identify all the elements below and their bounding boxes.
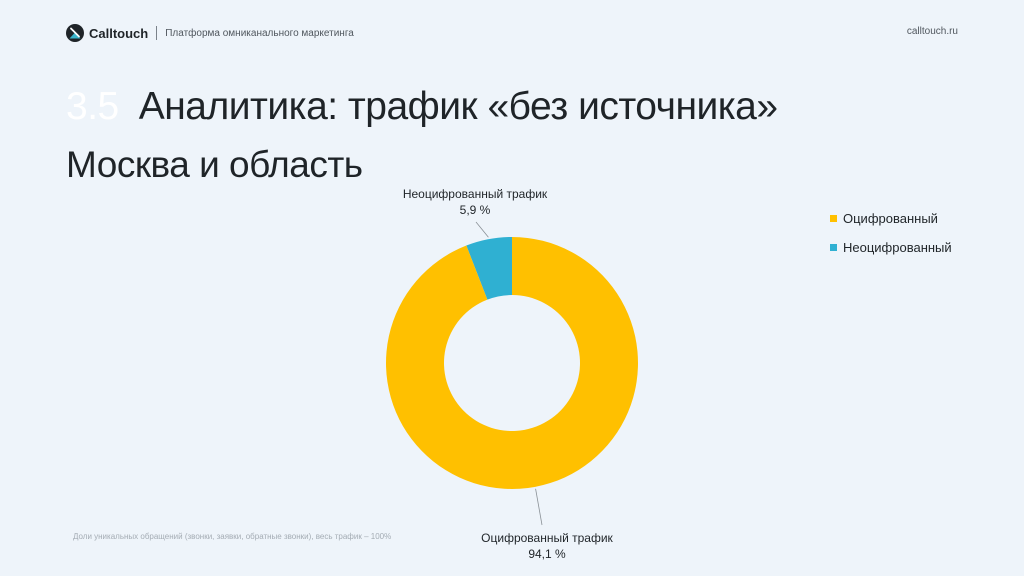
chart-legend: Оцифрованный Неоцифрованный — [830, 211, 952, 269]
header-divider — [156, 26, 158, 40]
leader-line-undigitized — [475, 221, 489, 238]
slide-subtitle: Москва и область — [66, 144, 363, 185]
slice-value-digitized: 94,1 % — [528, 547, 566, 561]
legend-item-undigitized: Неоцифрованный — [830, 239, 952, 255]
legend-label-digitized: Оцифрованный — [843, 210, 938, 226]
donut-slice-digitized — [386, 237, 639, 490]
calltouch-logo-icon — [66, 24, 84, 42]
header: Calltouch Платформа омниканального марке… — [66, 22, 354, 44]
brand-name: Calltouch — [89, 25, 149, 41]
section-number: 3.5 — [66, 85, 119, 128]
leader-line-digitized — [535, 488, 543, 526]
legend-label-undigitized: Неоцифрованный — [843, 239, 952, 255]
slice-value-undigitized: 5,9 % — [460, 203, 491, 217]
slide-title-text: Аналитика: трафик «без источника» — [138, 85, 778, 128]
slice-label-undigitized: Неоцифрованный трафик — [403, 187, 548, 201]
donut-slice-undigitized — [466, 237, 512, 300]
legend-swatch-digitized — [830, 214, 837, 222]
legend-item-digitized: Оцифрованный — [830, 210, 952, 226]
site-link[interactable]: calltouch.ru — [906, 26, 958, 37]
brand-tagline: Платформа омниканального маркетинга — [165, 27, 354, 39]
footnote: Доли уникальных обращений (звонки, заявк… — [73, 532, 392, 541]
slice-label-digitized: Оцифрованный трафик — [481, 531, 613, 545]
slide-title: 3.5 Аналитика: трафик «без источника» — [66, 84, 778, 131]
legend-swatch-undigitized — [830, 243, 837, 251]
